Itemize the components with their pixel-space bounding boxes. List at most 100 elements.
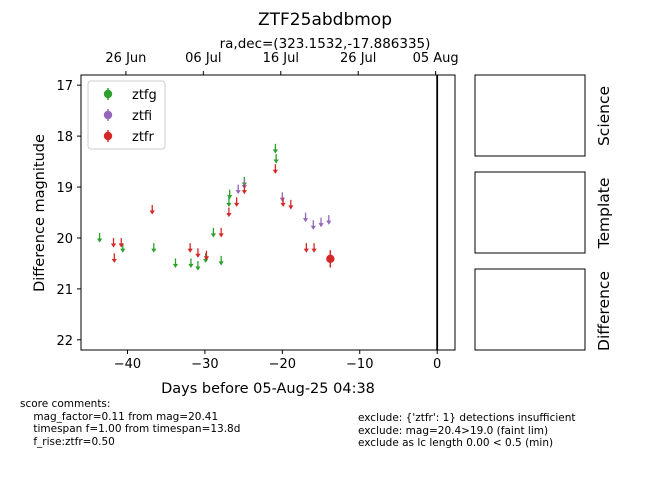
upper-limit-arrowhead: [111, 258, 117, 263]
top-tick-label: 16 Jul: [263, 51, 299, 66]
upper-limit-marker: [195, 248, 201, 258]
upper-limit-arrowhead: [318, 223, 324, 228]
x-tick-label: −10: [346, 357, 373, 372]
upper-limit-arrowhead: [226, 202, 232, 207]
legend-item: ztfr: [103, 130, 154, 145]
upper-limit-marker: [310, 220, 316, 230]
upper-limit-arrowhead: [302, 218, 309, 223]
upper-limit-arrowhead: [241, 190, 247, 195]
upper-limit-marker: [302, 212, 309, 223]
upper-limit-marker: [226, 197, 232, 207]
upper-limit-arrowhead: [110, 243, 117, 248]
template-label: Template: [595, 178, 613, 250]
x-axis-label: Days before 05-Aug-25 04:38: [161, 381, 375, 397]
upper-limit-marker: [195, 260, 201, 271]
upper-limit-marker: [272, 164, 278, 174]
upper-limit-marker: [318, 217, 324, 228]
upper-limit-marker: [111, 253, 117, 263]
legend-marker: [103, 110, 113, 120]
x-tick-label: −20: [269, 357, 296, 372]
science-panel: [474, 74, 586, 157]
upper-limit-marker: [235, 184, 241, 195]
upper-limit-arrowhead: [227, 195, 233, 200]
upper-limit-arrowhead: [226, 213, 232, 218]
legend-label: ztfi: [132, 109, 152, 124]
upper-limit-arrowhead: [310, 225, 316, 230]
x-tick-label: 0: [433, 357, 441, 372]
legend: ztfg ztfi ztfr: [87, 80, 166, 150]
upper-limit-arrowhead: [195, 253, 201, 258]
legend-label: ztfg: [132, 88, 157, 103]
upper-limit-arrowhead: [272, 169, 278, 174]
upper-limit-marker: [280, 197, 286, 207]
upper-limit-arrowhead: [218, 261, 224, 266]
upper-limit-marker: [218, 255, 224, 266]
top-tick-label: 06 Jul: [185, 51, 221, 66]
top-tick-label: 05 Aug: [413, 51, 459, 66]
upper-limit-marker: [241, 184, 247, 195]
upper-limit-arrowhead: [311, 248, 317, 253]
top-tick-label: 26 Jun: [105, 51, 146, 66]
upper-limit-marker: [203, 250, 210, 261]
upper-limit-arrowhead: [118, 243, 124, 248]
upper-limit-arrowhead: [187, 248, 193, 253]
difference-label: Difference: [595, 271, 613, 351]
upper-limit-arrowhead: [288, 205, 294, 210]
upper-limit-arrowhead: [188, 263, 194, 269]
upper-limit-marker: [227, 189, 233, 200]
y-tick-label: 18: [56, 130, 73, 145]
plot-area: −40 −30 −20 −10 0 26 Jun 06 Jul 16 Jul 26 Jul 05 …: [56, 51, 458, 372]
upper-limit-marker: [110, 238, 117, 248]
upper-limit-marker: [218, 227, 224, 238]
upper-limit-marker: [151, 243, 157, 253]
upper-limit-marker: [273, 154, 279, 164]
upper-limit-arrowhead: [234, 202, 240, 207]
upper-limit-arrowhead: [149, 210, 155, 215]
upper-limit-marker: [272, 143, 278, 154]
legend-label: ztfr: [132, 130, 154, 145]
science-label: Science: [595, 86, 613, 146]
template-panel: [474, 171, 586, 254]
upper-limit-arrowhead: [195, 266, 201, 271]
upper-limit-arrowhead: [120, 248, 126, 253]
exclude-comments: exclude: {'ztfr': 1} detections insuffic…: [358, 412, 576, 449]
legend-marker: [103, 89, 113, 99]
y-tick-label: 17: [56, 79, 73, 94]
upper-limit-marker: [172, 258, 179, 269]
detection-point: [326, 254, 335, 264]
y-tick-label: 21: [56, 283, 73, 298]
legend-marker: [103, 131, 113, 141]
x-tick-label: −30: [191, 357, 218, 372]
upper-limit-marker: [234, 197, 240, 207]
top-tick-label: 26 Jul: [340, 51, 376, 66]
score-comments: score comments: mag_factor=0.11 from mag…: [20, 398, 241, 448]
upper-limit-arrowhead: [172, 263, 179, 269]
detection-marker: [326, 250, 335, 268]
legend-item: ztfi: [103, 109, 152, 124]
upper-limit-marker: [303, 243, 309, 253]
upper-limit-arrowhead: [273, 159, 279, 164]
plot-frame: [80, 74, 456, 351]
upper-limit-arrowhead: [203, 258, 209, 263]
upper-limit-arrowhead: [203, 256, 210, 261]
upper-limit-marker: [187, 243, 193, 253]
upper-limit-marker: [326, 215, 332, 225]
upper-limit-marker: [311, 243, 317, 253]
y-tick-label: 22: [56, 334, 73, 349]
upper-limit-marker: [288, 199, 294, 210]
y-axis-label: Difference magnitude: [32, 134, 48, 292]
upper-limit-marker: [96, 232, 103, 243]
upper-limit-arrowhead: [279, 197, 285, 202]
difference-panel: [474, 268, 586, 351]
x-tick-label: −40: [114, 357, 141, 372]
upper-limit-marker: [210, 227, 217, 238]
upper-limit-marker: [118, 238, 124, 248]
upper-limit-marker: [279, 192, 285, 202]
y-tick-label: 19: [56, 181, 73, 196]
upper-limit-arrowhead: [96, 238, 103, 243]
y-tick-label: 20: [56, 232, 73, 247]
chart-subtitle: ra,dec=(323.1532,-17.886335): [220, 36, 431, 52]
upper-limit-arrowhead: [218, 233, 224, 238]
upper-limit-marker: [226, 207, 232, 218]
